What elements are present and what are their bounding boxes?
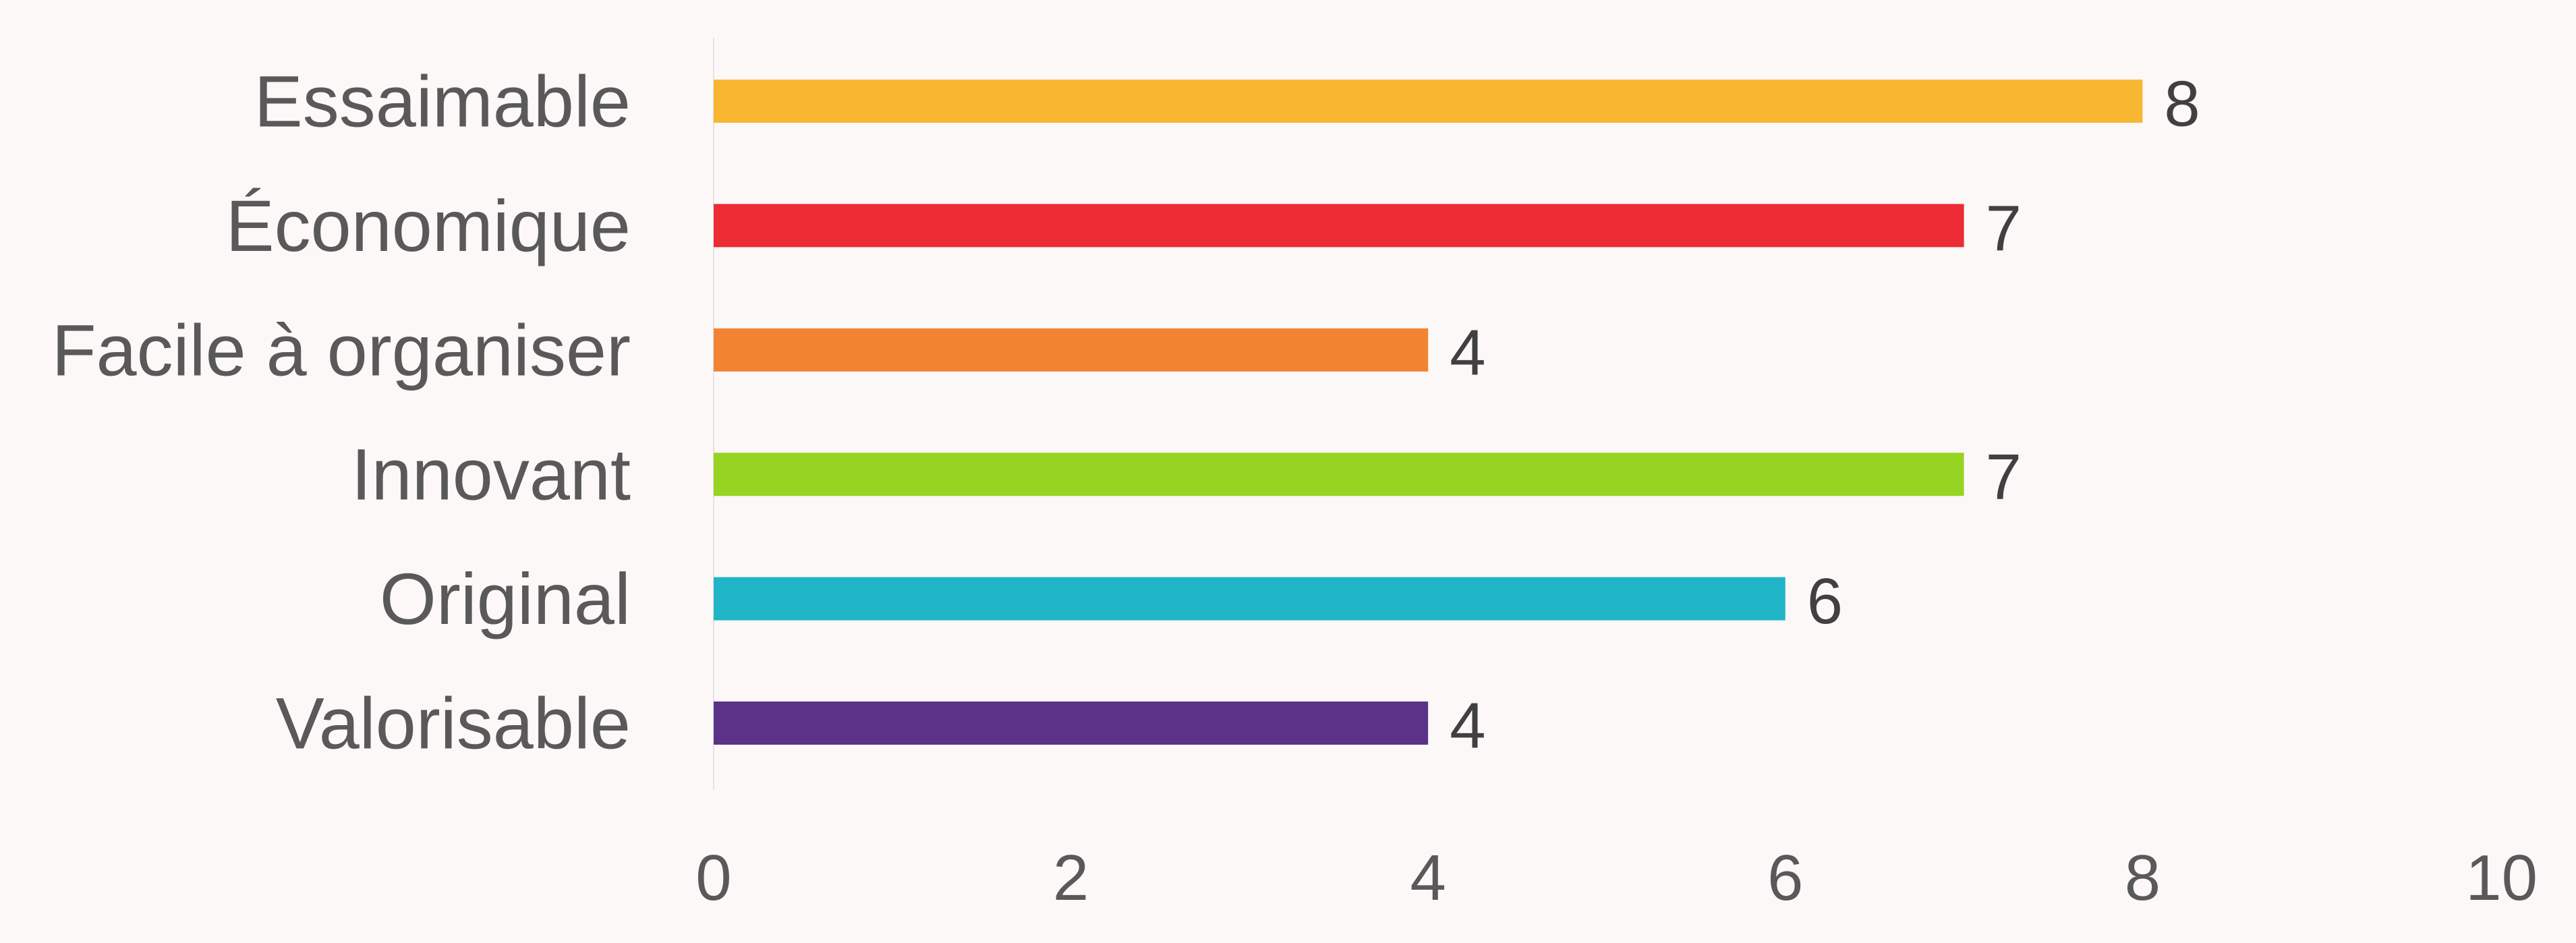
bar-innovant [714, 453, 1964, 496]
bars-layer [714, 80, 2143, 745]
data-label-valorisable: 4 [1450, 690, 1485, 762]
data-label-innovant: 7 [1986, 441, 2022, 513]
category-label-economique: Économique [226, 185, 631, 266]
category-label-valorisable: Valorisable [276, 683, 631, 764]
category-label-innovant: Innovant [351, 434, 631, 515]
category-labels-layer: Essaimable Économique Facile à organiser In… [52, 61, 631, 764]
data-label-essaimable: 8 [2164, 68, 2200, 140]
x-tick-label-6: 6 [1767, 842, 1803, 914]
category-label-facile-a-organiser: Facile à organiser [52, 309, 631, 391]
data-label-facile-a-organiser: 4 [1450, 316, 1485, 389]
x-tick-label-10: 10 [2465, 842, 2538, 914]
x-tick-label-4: 4 [1410, 842, 1446, 914]
bar-essaimable [714, 80, 2143, 123]
data-labels-layer: 8 7 4 7 6 4 [1450, 68, 2200, 762]
category-label-original: Original [380, 558, 631, 639]
bar-facile-a-organiser [714, 328, 1429, 372]
bar-original [714, 577, 1785, 621]
bar-economique [714, 204, 1964, 248]
x-tick-label-2: 2 [1053, 842, 1089, 914]
data-label-original: 6 [1807, 565, 1843, 637]
bar-valorisable [714, 702, 1429, 745]
x-tick-labels-layer: 0 2 4 6 8 10 [695, 842, 2538, 914]
x-tick-label-8: 8 [2125, 842, 2160, 914]
category-label-essaimable: Essaimable [254, 61, 631, 142]
data-label-economique: 7 [1986, 192, 2022, 264]
x-tick-label-0: 0 [695, 842, 731, 914]
